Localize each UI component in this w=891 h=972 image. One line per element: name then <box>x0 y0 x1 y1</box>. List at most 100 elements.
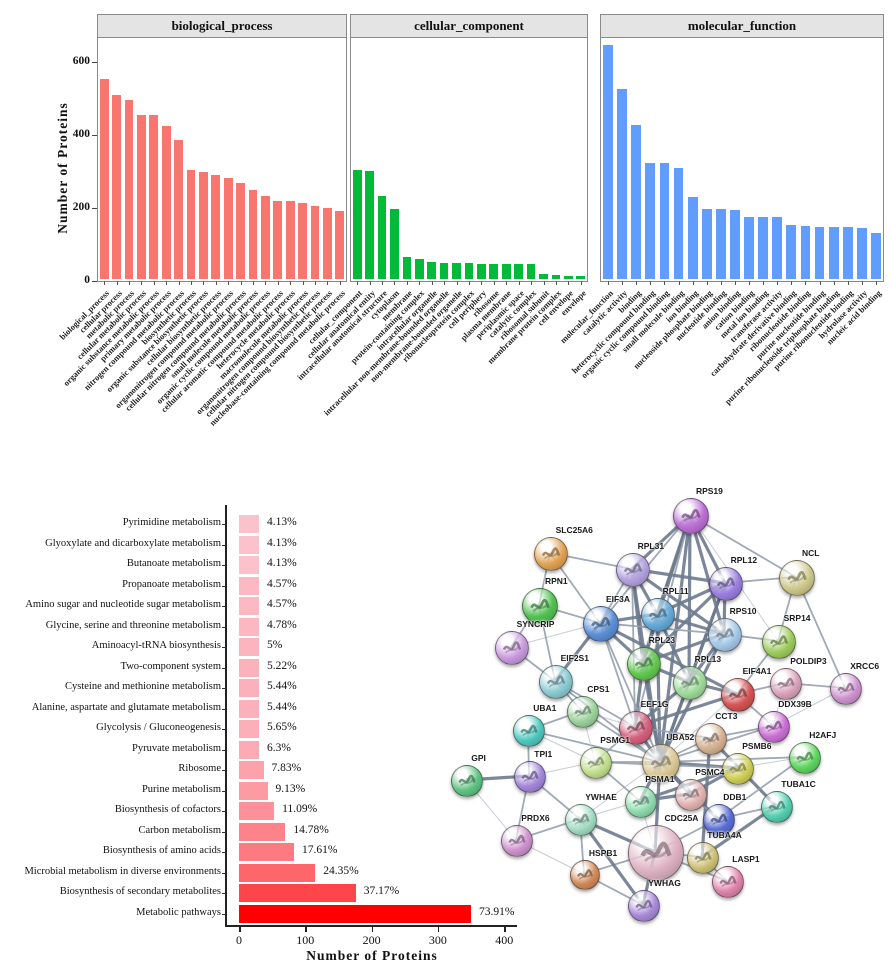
kegg-pathway-label: Metabolic pathways <box>136 906 221 918</box>
kegg-pathway-bar <box>239 843 295 861</box>
kegg-y-tick-mark <box>222 852 226 853</box>
go-bar <box>211 175 221 279</box>
go-y-tick-label: 0 <box>84 274 90 286</box>
go-x-tick-mark <box>116 281 118 285</box>
kegg-pathway-label: Two-component system <box>120 660 221 672</box>
kegg-percent-label: 17.61% <box>302 844 338 856</box>
kegg-y-tick-mark <box>222 565 226 566</box>
kegg-pathway-bar <box>239 679 259 697</box>
go-x-tick-mark <box>506 281 508 285</box>
kegg-pathway-bar <box>239 535 259 554</box>
go-bar <box>828 226 839 279</box>
go-x-tick-mark <box>650 281 652 285</box>
go-x-tick-mark <box>664 281 666 285</box>
go-panel-cellular-component: cellular_component cellular_component cel… <box>295 14 588 484</box>
kegg-pathway-bar <box>239 617 259 636</box>
kegg-x-axis-label: Number of Proteins <box>306 948 438 963</box>
go-bar <box>673 168 684 279</box>
go-bar <box>814 226 825 279</box>
go-panel-title: molecular_function <box>600 14 884 38</box>
go-bar <box>539 273 548 279</box>
go-x-tick-mark <box>720 281 722 285</box>
go-bar <box>842 226 853 279</box>
go-bar <box>856 227 867 279</box>
go-x-tick-mark <box>456 281 458 285</box>
kegg-x-tick-label: 0 <box>236 933 242 947</box>
go-x-tick-mark <box>191 281 192 285</box>
kegg-pathway-label: Propanoate metabolism <box>122 578 221 590</box>
kegg-pathway-bar <box>239 781 268 800</box>
kegg-y-tick-mark <box>222 626 226 628</box>
go-bar <box>112 94 121 279</box>
go-panel-plot <box>600 38 884 282</box>
kegg-y-tick-mark <box>222 729 226 730</box>
kegg-pathway-bar <box>239 740 259 759</box>
go-panel-biological-process: biological_process biological_process cel… <box>58 14 347 484</box>
kegg-y-tick-mark <box>222 667 226 669</box>
kegg-y-tick-mark <box>222 688 226 689</box>
kegg-pathway-bar <box>239 597 259 615</box>
kegg-percent-label: 5.65% <box>267 721 297 733</box>
go-bar <box>772 216 783 279</box>
go-bar <box>439 262 449 279</box>
kegg-pathway-label: Cysteine and methionine metabolism <box>64 681 221 692</box>
go-bar <box>273 200 283 279</box>
kegg-pathway-label: Carbon metabolism <box>138 824 221 836</box>
kegg-percent-label: 5.44% <box>267 680 297 692</box>
go-bar <box>261 196 270 279</box>
go-x-tick-mark <box>327 281 329 285</box>
go-x-tick-mark <box>253 281 254 285</box>
go-x-tick-mark <box>141 281 143 285</box>
go-bar <box>390 208 399 279</box>
kegg-pathway-bar <box>239 638 259 656</box>
kegg-pathway-label: Ribosome <box>178 763 221 774</box>
go-x-tick-mark <box>791 281 793 285</box>
go-x-tick-mark <box>382 281 384 285</box>
go-bar <box>335 211 345 279</box>
kegg-percent-label: 37.17% <box>363 885 400 897</box>
go-bar <box>687 196 698 279</box>
go-bar <box>786 224 797 279</box>
kegg-percent-label: 5.22% <box>267 659 297 672</box>
go-x-tick-mark <box>805 281 807 285</box>
go-bar <box>124 99 134 279</box>
go-x-tick-mark <box>369 281 371 285</box>
go-bar <box>352 169 362 279</box>
kegg-pathway-label: Butanoate metabolism <box>126 558 221 569</box>
kegg-percent-label: 7.83% <box>271 762 302 774</box>
kegg-pathway-label: Pyruvate metabolism <box>132 742 221 754</box>
go-x-tick-mark <box>203 281 205 285</box>
go-x-tick-mark <box>734 281 736 285</box>
kegg-pathway-label: Pyrimidine metabolism <box>122 517 221 528</box>
kegg-pathway-label: Glyoxylate and dicarboxylate metabolism <box>45 537 221 549</box>
kegg-y-tick-mark <box>222 606 226 607</box>
kegg-x-axis-line <box>225 925 517 927</box>
go-x-tick-mark <box>290 281 292 285</box>
go-bar <box>323 207 332 279</box>
go-panel-title: biological_process <box>97 14 347 38</box>
go-x-tick-mark <box>847 281 849 285</box>
go-x-tick-mark <box>394 281 396 285</box>
go-bar <box>248 189 258 279</box>
go-x-tick-mark <box>861 281 863 285</box>
go-bar <box>161 126 171 279</box>
go-x-tick-mark <box>166 281 168 285</box>
go-bar <box>514 264 524 279</box>
kegg-y-tick-mark <box>222 749 226 751</box>
go-x-tick-mark <box>543 281 545 285</box>
kegg-percent-label: 4.13% <box>267 516 297 528</box>
go-x-tick-mark <box>568 281 570 285</box>
go-bar <box>186 170 196 279</box>
go-bar <box>236 183 245 279</box>
kegg-pathway-label: Microbial metabolism in diverse environm… <box>24 865 221 877</box>
kegg-pathway-bar <box>239 720 259 738</box>
kegg-pathway-bar <box>239 761 264 779</box>
kegg-x-tick-mark <box>305 927 307 932</box>
go-x-tick-mark <box>431 281 433 285</box>
kegg-percent-label: 14.78% <box>293 823 329 836</box>
go-bar <box>402 257 412 279</box>
go-y-tick-mark <box>92 62 97 63</box>
go-bar <box>800 226 811 279</box>
go-x-tick-mark <box>875 281 877 285</box>
